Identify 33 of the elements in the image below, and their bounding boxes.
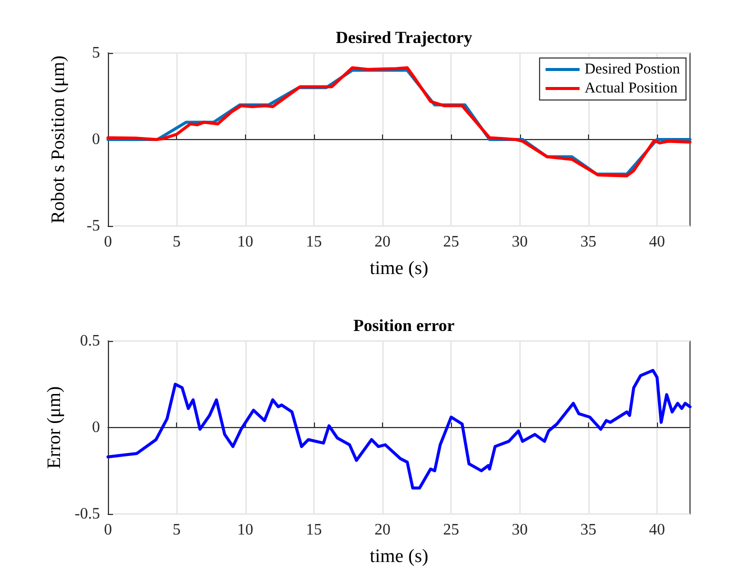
x-tick-label: 0 [104, 234, 112, 250]
x-tick-label: 35 [580, 522, 596, 538]
line-series [106, 368, 692, 490]
chart-title: Position error [353, 316, 456, 335]
x-tick-label: 0 [104, 522, 112, 538]
x-tick-label: 10 [237, 522, 254, 538]
x-tick-label: 15 [306, 234, 322, 250]
y-tick-label: -5 [86, 218, 100, 234]
x-axis-title: time (s) [370, 546, 428, 567]
y-tick-label: -0.5 [74, 506, 100, 522]
x-tick-label: 35 [580, 234, 596, 250]
legend-label: Desired Postion [584, 62, 680, 78]
y-tick-label: 0 [92, 419, 100, 436]
x-tick-label: 20 [374, 522, 391, 538]
x-tick-label: 25 [443, 234, 460, 250]
x-tick-label: 20 [374, 234, 391, 250]
x-tick-label: 10 [237, 234, 254, 250]
x-tick-label: 40 [649, 234, 666, 250]
x-tick-label: 5 [172, 522, 181, 538]
chart-title: Desired Trajectory [336, 28, 473, 47]
x-tick-label: 30 [512, 522, 528, 538]
x-tick-label: 40 [649, 522, 666, 538]
y-axis-title: Robot s Position (μm) [48, 55, 69, 224]
x-tick-label: 5 [172, 234, 181, 250]
y-tick-label: 0 [92, 131, 100, 148]
y-tick-label: 5 [92, 44, 100, 62]
x-axis-title: time (s) [370, 258, 428, 279]
y-tick-label: 0.5 [80, 332, 100, 350]
x-tick-label: 30 [512, 234, 528, 250]
x-tick-label: 25 [443, 522, 460, 538]
legend-label: Actual Position [584, 80, 678, 96]
x-tick-label: 15 [306, 522, 322, 538]
y-axis-title: Error (μm) [44, 386, 65, 469]
